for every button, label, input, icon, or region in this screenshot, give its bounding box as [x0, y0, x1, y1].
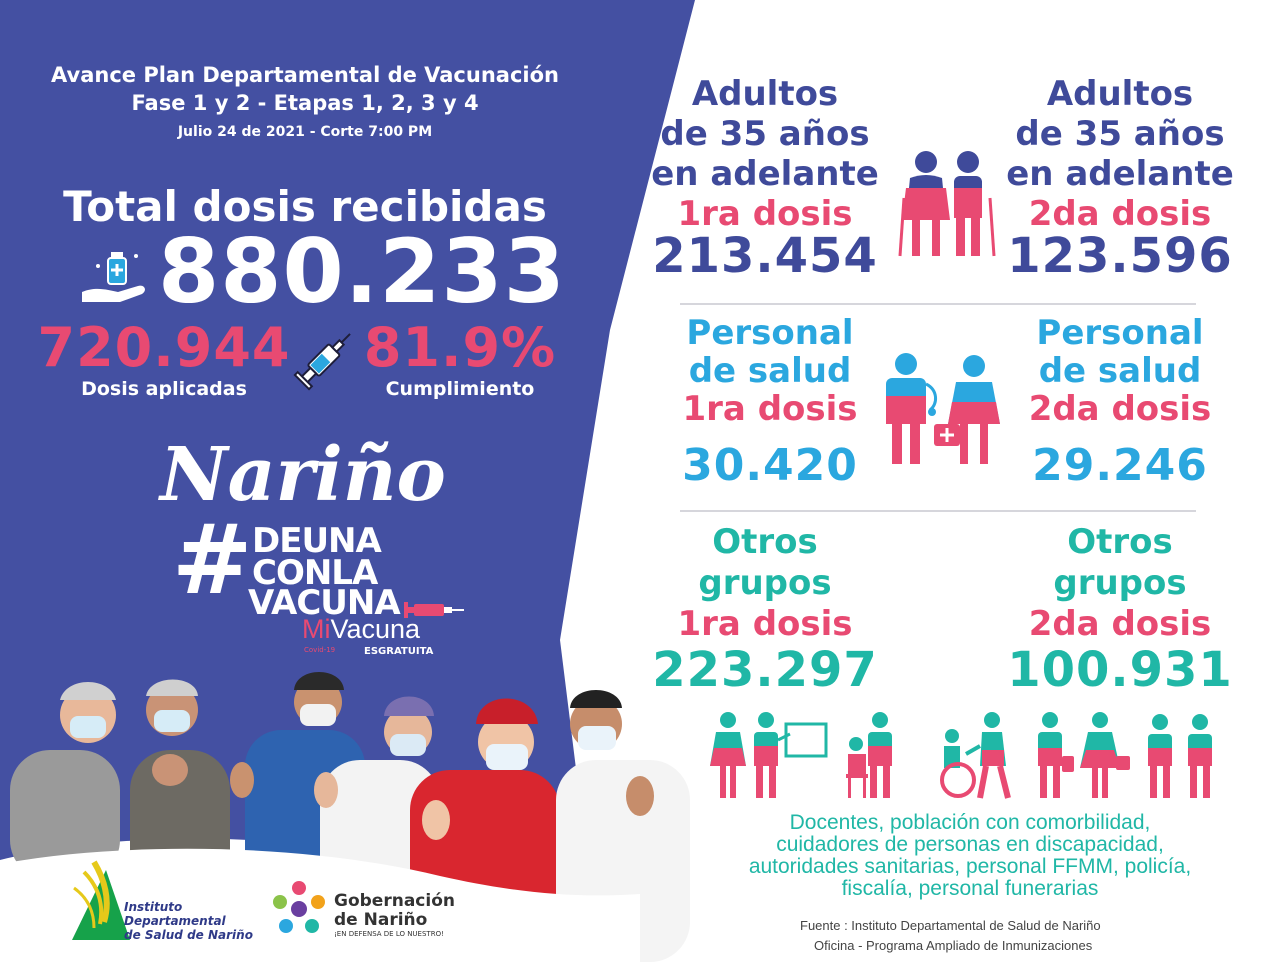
adults-first-block: Adultos de 35 años en adelante 1ra dosis: [640, 74, 890, 234]
mivacuna-gratuita: GRATUITA: [378, 646, 434, 657]
received-value: 880.233: [158, 220, 566, 323]
vaccine-hand-icon: [82, 252, 145, 302]
health-second-dose: 2da dosis: [1028, 389, 1212, 429]
ids-line2: Departamental: [124, 914, 226, 928]
gobernacion-logo-icon: [273, 881, 325, 933]
adults-first-line3: en adelante: [651, 154, 879, 194]
health-second-line2: de salud: [1038, 351, 1202, 391]
health-second-block: Personal de salud 2da dosis: [1010, 314, 1230, 428]
footer-source-line2: Oficina - Programa Ampliado de Inmunizac…: [814, 938, 1093, 953]
hashtag-line3: VACUNA: [248, 583, 401, 623]
divider-2: [680, 510, 1196, 512]
prosecutor-icon: [1080, 712, 1130, 798]
adults-first-line1: Adultos: [691, 74, 839, 114]
others-description-line1: Docentes, población con comorbilidad,: [789, 811, 1151, 834]
adults-second-dose: 2da dosis: [1028, 194, 1212, 234]
header-date: Julio 24 de 2021 - Corte 7:00 PM: [177, 124, 433, 140]
campaign-region: Nariño: [160, 432, 446, 518]
others-first-line1: Otros: [712, 522, 818, 562]
adults-first-dose: 1ra dosis: [677, 194, 853, 234]
wheelchair-icon: [940, 712, 1011, 799]
others-second-block: Otros grupos 2da dosis: [1000, 522, 1240, 645]
hashtag-symbol: #: [172, 504, 253, 616]
others-first-block: Otros grupos 1ra dosis: [650, 522, 880, 645]
health-second-line1: Personal: [1036, 313, 1204, 353]
health-first-value: 30.420: [682, 440, 858, 491]
header-title-line2: Fase 1 y 2 - Etapas 1, 2, 3 y 4: [131, 91, 479, 115]
footer-source-line1: Fuente : Instituto Departamental de Salu…: [800, 918, 1101, 933]
received-label: Total dosis recibidas: [63, 182, 547, 231]
adults-second-line3: en adelante: [1006, 154, 1234, 194]
ids-line1: Instituto: [124, 900, 183, 914]
mivacuna-es: ES: [364, 646, 379, 657]
police-icon: [1038, 712, 1074, 798]
ids-logo-icon: [72, 860, 130, 940]
mivacuna-mi: Mi: [302, 614, 331, 644]
adults-second-value: 123.596: [1007, 228, 1233, 284]
adults-first-line2: de 35 años: [660, 114, 870, 154]
others-second-dose: 2da dosis: [1028, 604, 1212, 644]
health-first-line2: de salud: [688, 351, 852, 391]
hashtag-line1: DEUNA: [252, 521, 382, 561]
adults-second-block: Adultos de 35 años en adelante 2da dosis: [1000, 74, 1240, 234]
ids-logo-text: Instituto Departamental de Salud de Nari…: [124, 900, 274, 942]
gob-line1: Gobernación: [334, 891, 455, 911]
health-first-line1: Personal: [686, 313, 854, 353]
others-description: Docentes, población con comorbilidad, cu…: [690, 812, 1250, 900]
others-second-line1: Otros: [1067, 522, 1173, 562]
others-second-value: 100.931: [1007, 642, 1233, 698]
mivacuna-tagline: ESGRATUITA: [364, 646, 474, 657]
health-first-block: Personal de salud 1ra dosis: [660, 314, 880, 428]
health-personnel-icon: [886, 353, 1000, 464]
teacher-icon: [710, 712, 828, 798]
gobernacion-logo-text: Gobernación de Nariño: [334, 892, 474, 930]
syringe-icon: [293, 333, 351, 391]
adults-second-line1: Adultos: [1046, 74, 1194, 114]
gob-tagline: ¡EN DEFENSA DE LO NUESTRO!: [334, 930, 444, 938]
applied-value: 720.944: [37, 316, 291, 379]
adults-couple-icon: [898, 151, 996, 257]
mivacuna-vacuna: Vacuna: [330, 614, 421, 644]
applied-label: Dosis aplicadas: [81, 378, 247, 400]
divider-1: [680, 303, 1196, 305]
gob-line2: de Nariño: [334, 910, 428, 930]
others-first-line2: grupos: [698, 563, 832, 603]
header-title-line1: Avance Plan Departamental de Vacunación: [51, 63, 559, 87]
compliance-value: 81.9%: [363, 316, 557, 379]
others-description-line2: cuidadores de personas en discapacidad,: [776, 833, 1164, 856]
funeral-personnel-icon: [1148, 714, 1212, 798]
caregiver-icon: [846, 712, 892, 798]
health-second-value: 29.246: [1032, 440, 1208, 491]
other-groups-icons: [710, 712, 1212, 799]
adults-first-value: 213.454: [652, 228, 878, 284]
mivacuna-covid: Covid-19: [304, 646, 336, 654]
health-first-dose: 1ra dosis: [682, 389, 858, 429]
mivacuna-syringe-icon: [404, 602, 464, 618]
ids-line3: de Salud de Nariño: [124, 928, 253, 942]
others-first-dose: 1ra dosis: [677, 604, 853, 644]
others-second-line2: grupos: [1053, 563, 1187, 603]
mivacuna-logo: MiVacuna: [302, 614, 472, 654]
others-description-line4: fiscalía, personal funerarias: [841, 877, 1099, 900]
adults-second-line2: de 35 años: [1015, 114, 1225, 154]
compliance-label: Cumplimiento: [385, 378, 535, 400]
hashtag-line2: CONLA: [252, 553, 378, 593]
others-first-value: 223.297: [652, 642, 878, 698]
others-description-line3: autoridades sanitarias, personal FFMM, p…: [748, 855, 1192, 878]
person-elderly-man: [10, 682, 120, 880]
